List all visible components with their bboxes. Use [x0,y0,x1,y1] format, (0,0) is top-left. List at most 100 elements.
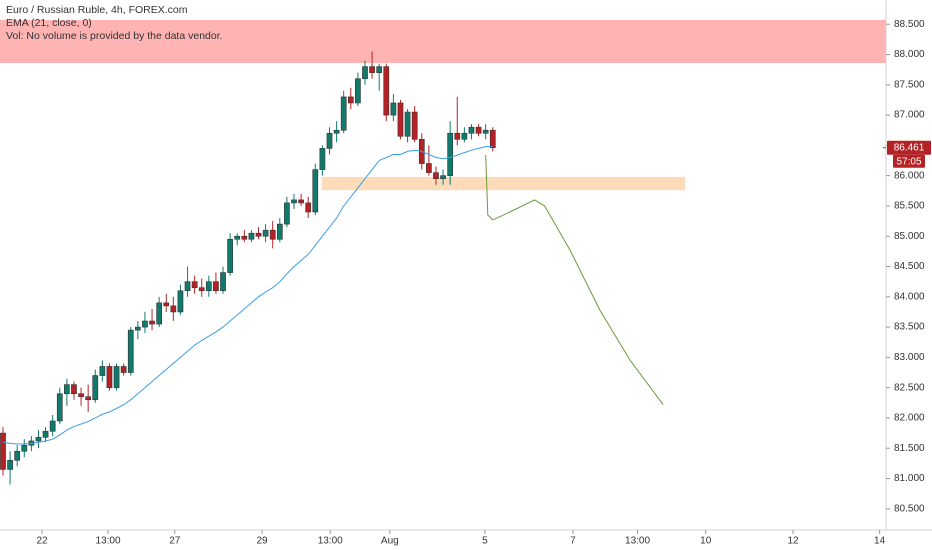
candle-body [255,232,262,237]
candle-body [120,366,127,373]
candle-body [14,450,21,461]
candle-body [99,366,106,376]
y-tick-label: 81.500 [894,443,925,454]
candle-body [461,132,468,140]
y-tick-label: 85.000 [894,231,925,242]
candle-body [198,287,205,292]
candle-body [142,320,148,328]
y-tick-label: 88.000 [894,49,925,60]
y-tick-label: 83.500 [894,322,925,333]
candle-body [21,444,28,452]
x-tick-label: 14 [874,536,886,547]
candle-body [170,305,177,313]
candle-body [447,132,454,176]
candle-body [7,460,13,470]
y-tick-label: 86.000 [894,170,925,181]
x-tick-label: 10 [700,536,712,547]
x-tick-label: Aug [381,536,399,547]
candle-body [35,437,42,442]
candle-body [312,169,319,213]
candle-body [333,129,340,134]
candle-body [85,396,92,401]
x-tick-label: 13:00 [625,536,650,547]
candle-body [426,163,432,173]
countdown-box [893,154,925,168]
indicator-label: Vol: No volume is provided by the data v… [6,30,223,42]
y-tick-label: 87.500 [894,79,925,90]
candle-body [433,172,439,179]
projection-line [485,155,664,405]
candle-body [326,132,333,149]
candle-body [383,66,390,116]
candle-body [220,272,226,292]
candle-body [64,384,70,395]
candle-body [113,366,120,388]
candle-body [347,96,354,104]
candle-body [42,430,49,438]
candle-body [291,199,297,204]
candle-body [340,96,347,131]
zone [321,176,686,191]
candle-body [362,66,368,80]
candle-body [234,235,241,240]
candle-body [56,393,63,422]
candle-body [248,232,255,240]
candle-body [0,432,6,470]
candle-body [163,302,170,307]
candle-body [319,148,326,170]
y-tick-label: 84.500 [894,261,925,272]
candle-body [284,202,290,225]
candle-body [134,326,141,331]
last-price-label: 86.461 [894,142,925,153]
candle-body [397,102,404,137]
x-tick-label: 13:00 [96,536,121,547]
candle-body [106,366,113,388]
y-tick-label: 83.000 [894,352,925,363]
candle-body [475,126,482,134]
candle-body [482,129,489,134]
y-tick-label: 81.000 [894,473,925,484]
x-tick-label: 27 [169,536,181,547]
candle-body [305,202,312,213]
chart-title: Euro / Russian Ruble, 4h, FOREX.com [6,4,188,16]
candle-body [213,281,219,292]
plot-area [0,19,886,485]
candle-body [276,223,283,240]
candle-body [92,375,99,401]
candle-body [156,302,162,325]
indicator-label: EMA (21, close, 0) [6,17,92,29]
candle-body [49,420,56,432]
candle-body [262,229,269,237]
candle-body [454,132,461,140]
candle-body [184,281,191,292]
x-tick-label: 5 [482,536,488,547]
y-tick-label: 80.500 [894,503,925,514]
candle-body [369,66,375,73]
candle-body [269,229,276,240]
candle-body [376,66,383,73]
candle-body [440,175,446,179]
y-tick-label: 87.000 [894,110,925,121]
x-tick-label: 13:00 [318,536,343,547]
candle-body [411,111,418,140]
x-tick-label: 29 [257,536,269,547]
x-tick-label: 7 [570,536,576,547]
candle-body [205,281,212,292]
ema-line [2,146,493,445]
x-tick-label: 12 [787,536,799,547]
countdown-label: 57:05 [896,156,921,167]
x-tick-label: 22 [36,536,48,547]
y-tick-label: 82.000 [894,413,925,424]
candle-body [298,199,304,204]
y-tick-label: 88.500 [894,19,925,30]
candle-body [149,320,155,325]
y-tick-label: 85.500 [894,201,925,212]
zone [0,19,886,63]
candle-body [489,129,496,149]
candle-body [468,126,475,134]
y-tick-label: 82.500 [894,382,925,393]
y-tick-label: 84.000 [894,291,925,302]
